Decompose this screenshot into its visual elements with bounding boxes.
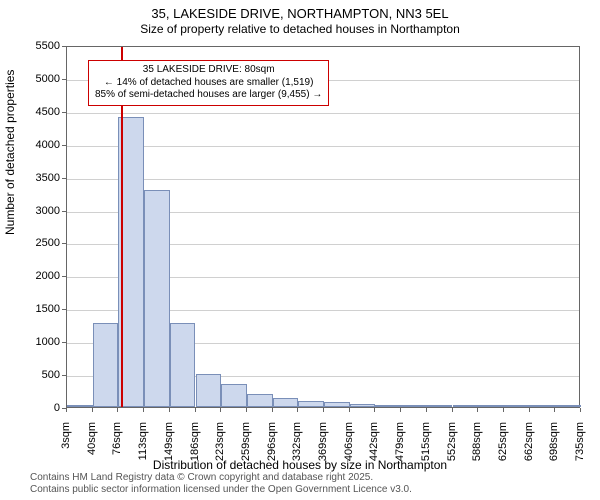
x-tick-label: 735sqm [574,422,586,472]
x-tick-mark [195,408,196,412]
x-tick-label: 406sqm [343,422,355,472]
x-tick-mark [272,408,273,412]
annotation-line2: ← 14% of detached houses are smaller (1,… [95,77,322,90]
histogram-bar [453,405,479,407]
x-tick-mark [349,408,350,412]
histogram-bar [530,405,556,407]
annotation-line3: 85% of semi-detached houses are larger (… [95,89,322,102]
y-tick-label: 2000 [20,270,60,282]
x-tick-mark [477,408,478,412]
x-tick-mark [66,408,67,412]
x-tick-mark [374,408,375,412]
y-tick-mark [62,112,66,113]
histogram-bar [247,394,273,407]
x-tick-label: 149sqm [163,422,175,472]
histogram-bar [350,404,376,407]
y-tick-label: 5500 [20,40,60,52]
y-tick-mark [62,79,66,80]
x-tick-mark [323,408,324,412]
x-tick-mark [297,408,298,412]
x-tick-label: 259sqm [240,422,252,472]
histogram-bar [478,405,504,407]
y-tick-label: 3500 [20,172,60,184]
histogram-bar [221,384,247,407]
histogram-bar [324,402,350,407]
x-tick-label: 223sqm [214,422,226,472]
x-tick-label: 442sqm [368,422,380,472]
histogram-bar [93,323,119,407]
x-tick-mark [554,408,555,412]
x-tick-label: 625sqm [497,422,509,472]
chart-header: 35, LAKESIDE DRIVE, NORTHAMPTON, NN3 5EL… [0,6,600,36]
x-tick-mark [426,408,427,412]
y-tick-label: 4500 [20,106,60,118]
y-tick-label: 0 [20,402,60,414]
x-tick-mark [246,408,247,412]
x-tick-label: 698sqm [548,422,560,472]
histogram-bar [375,405,401,407]
y-tick-label: 3000 [20,205,60,217]
footer-line2: Contains public sector information licen… [30,484,412,496]
x-tick-label: 479sqm [394,422,406,472]
x-tick-mark [580,408,581,412]
x-tick-label: 40sqm [86,422,98,472]
y-tick-mark [62,145,66,146]
y-tick-label: 2500 [20,237,60,249]
y-tick-label: 1000 [20,336,60,348]
x-tick-mark [169,408,170,412]
x-tick-mark [529,408,530,412]
y-tick-mark [62,375,66,376]
x-tick-label: 76sqm [111,422,123,472]
x-tick-mark [503,408,504,412]
x-tick-label: 113sqm [137,422,149,472]
x-tick-label: 369sqm [317,422,329,472]
gridline [67,113,579,114]
histogram-bar [401,405,427,407]
histogram-bar [273,398,299,407]
histogram-bar [427,405,453,407]
histogram-bar [196,374,222,407]
chart-footer: Contains HM Land Registry data © Crown c… [30,472,412,496]
y-tick-mark [62,46,66,47]
annotation-line1: 35 LAKESIDE DRIVE: 80sqm [95,64,322,77]
x-tick-mark [452,408,453,412]
x-tick-mark [143,408,144,412]
x-tick-mark [220,408,221,412]
x-tick-mark [400,408,401,412]
y-tick-mark [62,243,66,244]
x-tick-label: 332sqm [291,422,303,472]
y-axis-label: Number of detached properties [3,70,17,235]
y-tick-mark [62,276,66,277]
annotation-box: 35 LAKESIDE DRIVE: 80sqm← 14% of detache… [88,60,329,106]
histogram-bar [298,401,324,407]
y-tick-mark [62,342,66,343]
y-tick-label: 5000 [20,73,60,85]
x-tick-mark [92,408,93,412]
x-tick-label: 662sqm [523,422,535,472]
histogram-bar [67,405,93,407]
histogram-bar [504,405,530,407]
y-tick-mark [62,309,66,310]
histogram-bar [555,405,581,407]
x-tick-label: 552sqm [446,422,458,472]
chart-subtitle: Size of property relative to detached ho… [0,22,600,36]
x-tick-label: 186sqm [189,422,201,472]
y-tick-mark [62,211,66,212]
y-tick-mark [62,178,66,179]
x-tick-label: 3sqm [60,422,72,472]
chart-title: 35, LAKESIDE DRIVE, NORTHAMPTON, NN3 5EL [0,6,600,21]
footer-line1: Contains HM Land Registry data © Crown c… [30,472,412,484]
x-tick-label: 296sqm [266,422,278,472]
x-tick-label: 515sqm [420,422,432,472]
y-tick-label: 500 [20,369,60,381]
x-tick-mark [117,408,118,412]
histogram-bar [144,190,170,407]
histogram-bar [170,323,196,407]
y-tick-label: 4000 [20,139,60,151]
y-tick-label: 1500 [20,303,60,315]
x-tick-label: 588sqm [471,422,483,472]
